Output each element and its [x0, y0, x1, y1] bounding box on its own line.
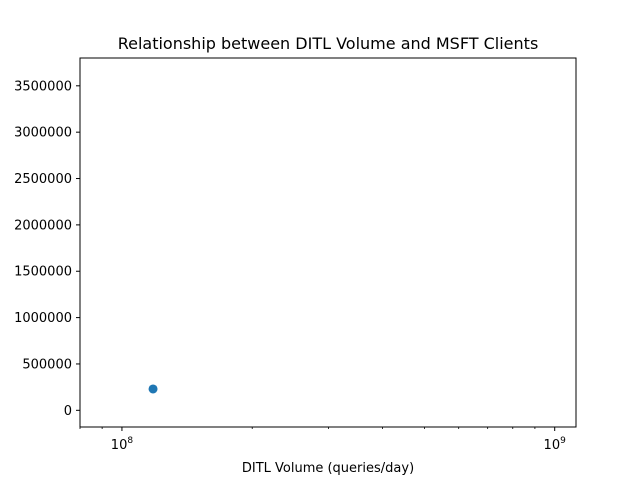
- data-points: [148, 384, 158, 394]
- y-tick-label: 3000000: [14, 126, 72, 141]
- y-tick-label: 3500000: [14, 79, 72, 94]
- data-point: [148, 384, 158, 394]
- y-tick-label: 500000: [22, 357, 72, 372]
- x-axis-label: DITL Volume (queries/day): [242, 461, 414, 476]
- y-tick-label: 1000000: [14, 311, 72, 326]
- x-tick-label: 109: [544, 436, 567, 453]
- x-axis: 108 109: [79, 427, 567, 453]
- x-tick-label: 108: [111, 436, 134, 453]
- plot-area: [79, 57, 577, 428]
- y-tick-label: 2000000: [14, 218, 72, 233]
- y-tick-label: 0: [64, 404, 72, 419]
- y-axis: 0 500000 1000000 1500000 2000000 2500000 30000…: [14, 79, 80, 419]
- y-tick-label: 1500000: [14, 265, 72, 280]
- chart-title: Relationship between DITL Volume and MSF…: [118, 34, 539, 53]
- y-tick-label: 2500000: [14, 172, 72, 187]
- plot-frame: [79, 57, 577, 428]
